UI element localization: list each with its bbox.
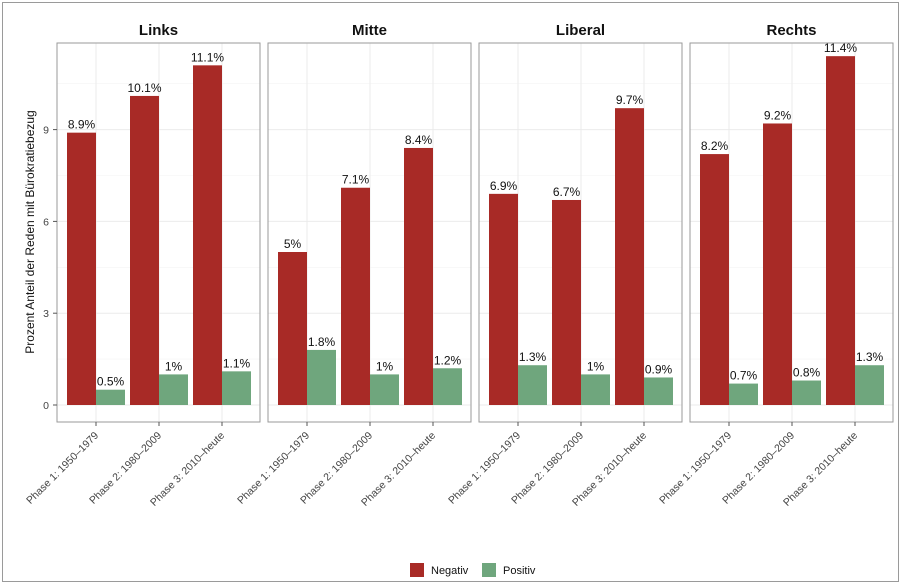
y-tick-label: 9 <box>43 125 49 137</box>
bar-negativ <box>341 187 370 405</box>
data-label: 11.4% <box>824 41 857 55</box>
data-label: 1.8% <box>308 335 336 349</box>
data-label: 1.2% <box>434 353 462 367</box>
y-axis-title: Prozent Anteil der Reden mit Bürokratieb… <box>23 110 37 353</box>
legend-swatch-negativ <box>410 563 424 577</box>
bar-positiv <box>159 374 188 405</box>
bar-positiv <box>370 374 399 405</box>
data-label: 0.9% <box>645 362 673 376</box>
bar-positiv <box>518 365 547 405</box>
bar-positiv <box>729 383 758 405</box>
bar-negativ <box>700 154 729 405</box>
data-label: 7.1% <box>342 173 370 187</box>
data-label: 8.9% <box>68 118 96 132</box>
legend-label-positiv: Positiv <box>503 565 536 577</box>
bar-negativ <box>278 252 307 405</box>
data-label: 1.3% <box>856 350 884 364</box>
data-label: 5% <box>284 237 302 251</box>
legend-swatch-positiv <box>482 563 496 577</box>
data-label: 11.1% <box>191 50 224 64</box>
y-tick-label: 3 <box>43 308 49 320</box>
bar-negativ <box>130 95 159 405</box>
data-label: 8.2% <box>701 139 729 153</box>
data-label: 8.4% <box>405 133 433 147</box>
data-label: 9.2% <box>764 108 792 122</box>
data-label: 1.3% <box>519 350 547 364</box>
facet-title-links: Links <box>139 22 178 39</box>
bar-positiv <box>792 380 821 405</box>
data-label: 1% <box>376 359 394 373</box>
legend-label-negativ: Negativ <box>431 565 469 577</box>
bar-positiv <box>222 371 251 405</box>
facet-title-liberal: Liberal <box>556 22 605 39</box>
data-label: 0.8% <box>793 366 821 380</box>
data-label: 1% <box>165 359 183 373</box>
y-tick-label: 0 <box>43 400 49 412</box>
bar-negativ <box>615 108 644 406</box>
bar-positiv <box>96 389 125 405</box>
facet-title-mitte: Mitte <box>352 22 387 39</box>
data-label: 1.1% <box>223 356 251 370</box>
bar-negativ <box>489 193 518 405</box>
y-tick-label: 6 <box>43 216 49 228</box>
data-label: 10.1% <box>127 81 161 95</box>
bar-negativ <box>552 199 581 405</box>
facet-title-rechts: Rechts <box>766 22 816 39</box>
data-label: 0.7% <box>730 369 758 383</box>
data-label: 1% <box>587 359 605 373</box>
bar-positiv <box>644 377 673 405</box>
bar-positiv <box>307 349 336 405</box>
bar-positiv <box>581 374 610 405</box>
data-label: 9.7% <box>616 93 644 107</box>
bar-positiv <box>855 365 884 405</box>
data-label: 6.7% <box>553 185 581 199</box>
bar-positiv <box>433 368 462 405</box>
bar-negativ <box>193 65 222 405</box>
bar-negativ <box>67 132 96 405</box>
bar-negativ <box>763 123 792 405</box>
bar-negativ <box>826 56 855 405</box>
data-label: 0.5% <box>97 375 125 389</box>
data-label: 6.9% <box>490 179 518 193</box>
bar-negativ <box>404 147 433 405</box>
